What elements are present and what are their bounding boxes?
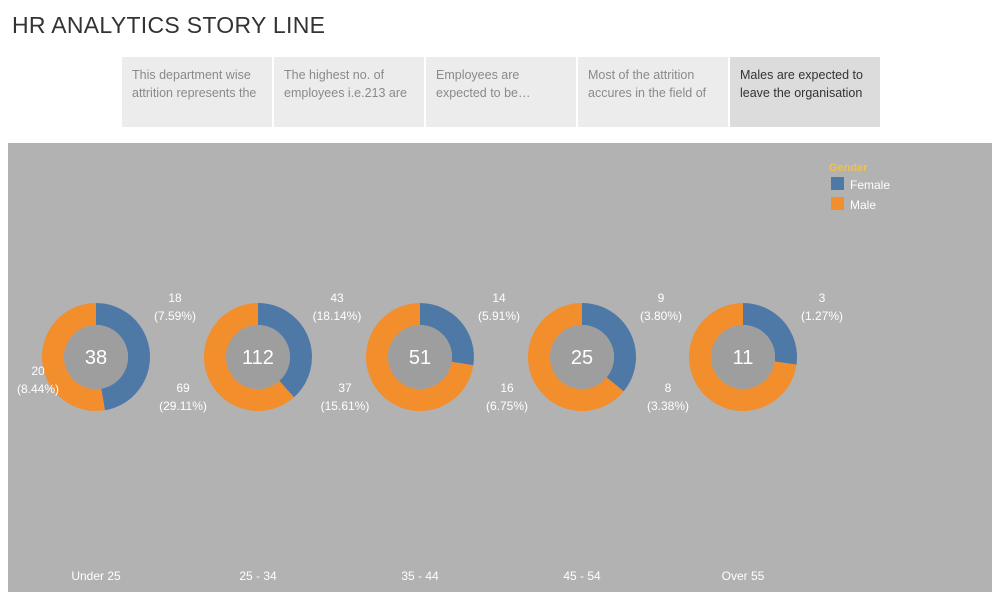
data-label-male-count: 8 [665, 381, 672, 395]
donut-center [550, 325, 614, 389]
data-label-male-count: 20 [31, 364, 45, 378]
donut-slice-male [42, 303, 105, 411]
donut-slice-female [582, 303, 637, 392]
data-label-male-count: 37 [338, 381, 352, 395]
data-label-male-count: 16 [500, 381, 514, 395]
data-label-female-percent: (3.80%) [640, 309, 682, 323]
legend-label-male: Male [850, 198, 876, 212]
story-point-text: The highest no. of employees i.e.213 are [284, 68, 407, 100]
data-label-male-percent: (15.61%) [321, 399, 370, 413]
category-label: Under 25 [71, 569, 121, 583]
data-label-female-count: 14 [492, 291, 506, 305]
donut-total-label: 25 [571, 347, 593, 369]
donut-total-label: 38 [85, 347, 107, 369]
donut-total-label: 51 [409, 347, 431, 369]
data-label-female-count: 9 [658, 291, 665, 305]
story-point-5[interactable]: Males are expected to leave the organisa… [730, 57, 880, 127]
donut-slice-female [743, 303, 797, 365]
story-point-text: Employees are expected to be satisfied [436, 68, 520, 100]
category-label: 45 - 54 [563, 569, 601, 583]
data-label-female-percent: (18.14%) [313, 309, 362, 323]
donut-slice-female [96, 303, 151, 411]
story-point-2[interactable]: The highest no. of employees i.e.213 are [274, 57, 424, 127]
data-label-male-count: 69 [176, 381, 190, 395]
donut-slice-male [528, 303, 624, 412]
legend-title: Gender [829, 162, 868, 174]
legend-swatch-female [831, 177, 844, 190]
category-label: 35 - 44 [401, 569, 439, 583]
data-label-female-count: 3 [819, 291, 826, 305]
legend-swatch-male [831, 197, 844, 210]
data-label-male-percent: (29.11%) [159, 399, 207, 413]
donut-total-label: 112 [242, 347, 274, 369]
donut-total-label: 11 [733, 347, 754, 369]
donut-slice-male [365, 303, 474, 411]
story-point-1[interactable]: This department wise attrition represent… [122, 57, 272, 127]
donut-slice-female [420, 303, 474, 366]
donut-center [64, 325, 128, 389]
story-point-text: Males are expected to leave the organisa… [740, 68, 863, 100]
data-label-male-percent: (6.75%) [486, 399, 528, 413]
story-point-text: Most of the attrition accures in the fie… [588, 68, 707, 100]
data-label-female-percent: (1.27%) [801, 309, 843, 323]
page-title: HR ANALYTICS STORY LINE [12, 12, 326, 38]
legend-label-female: Female [850, 178, 890, 192]
data-label-male-percent: (3.38%) [647, 399, 689, 413]
donut-center [226, 325, 290, 389]
donut-slice-female [258, 303, 312, 398]
story-point-4[interactable]: Most of the attrition accures in the fie… [578, 57, 728, 127]
chart-panel: 38 18 (7.59%) 20 (8.44%) Under 25 112 43 (18.14%… [8, 143, 992, 592]
donut-center [388, 325, 452, 389]
donut-slice-male [689, 303, 797, 411]
story-navigator: This department wise attrition represent… [122, 57, 882, 127]
category-label: Over 55 [722, 569, 765, 583]
data-label-female-count: 43 [330, 291, 344, 305]
donut-slice-male [204, 303, 294, 411]
data-label-female-percent: (7.59%) [154, 309, 196, 323]
data-label-male-percent: (8.44%) [17, 382, 59, 396]
data-label-female-percent: (5.91%) [478, 309, 520, 323]
category-label: 25 - 34 [239, 569, 277, 583]
story-point-3[interactable]: Employees are expected to be satisfied [426, 57, 576, 127]
data-label-female-count: 18 [168, 291, 182, 305]
donut-center [711, 325, 775, 389]
story-point-text: This department wise attrition represent… [132, 68, 257, 100]
